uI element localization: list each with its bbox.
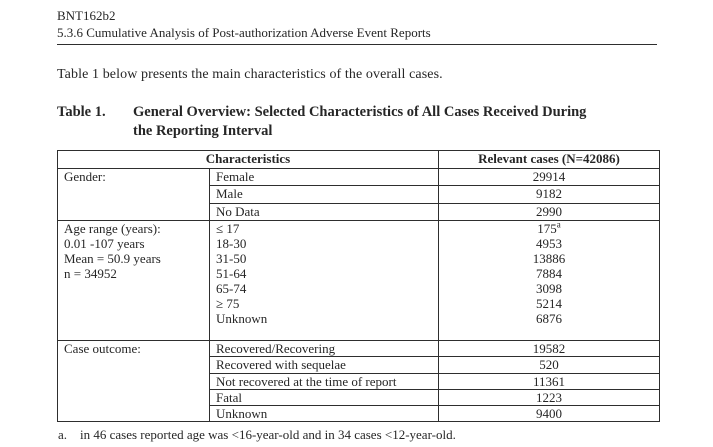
- age-category: Unknown: [216, 311, 268, 326]
- value-cell: 29914: [438, 167, 660, 186]
- intro-paragraph: Table 1 below presents the main characte…: [57, 67, 443, 82]
- doc-section-title: 5.3.6 Cumulative Analysis of Post-author…: [57, 24, 431, 40]
- category-cell: Female: [209, 167, 439, 186]
- age-categories-cell: ≤ 17 18-30 31-50 51-64 65-74 ≥ 75 Unknow…: [209, 220, 439, 341]
- table-header-row: Characteristics Relevant cases (N=42086): [57, 150, 660, 169]
- category-cell: Fatal: [209, 388, 439, 407]
- age-label-cell: Age range (years): 0.01 -107 years Mean …: [57, 220, 210, 341]
- age-label-line: 0.01 -107 years: [64, 236, 145, 251]
- age-label-line: n = 34952: [64, 266, 117, 281]
- category-cell: Recovered/Recovering: [209, 339, 439, 358]
- table-caption-text: General Overview: Selected Characteristi…: [133, 103, 586, 140]
- age-category: 65-74: [216, 281, 247, 296]
- footnote-marker: a.: [58, 427, 68, 443]
- value-cell: 11361: [438, 372, 660, 390]
- age-value: 175a: [537, 219, 561, 236]
- age-category: 51-64: [216, 266, 247, 281]
- value-cell: 2990: [438, 202, 660, 221]
- category-cell: Not recovered at the time of report: [209, 372, 439, 390]
- age-category: ≤ 17: [216, 221, 240, 236]
- table-footnote: a. in 46 cases reported age was <16-year…: [58, 427, 657, 443]
- table-caption: Table 1. General Overview: Selected Char…: [57, 103, 657, 140]
- age-value: 6876: [536, 311, 562, 326]
- table-row-age: Age range (years): 0.01 -107 years Mean …: [57, 219, 660, 341]
- age-value: 4953: [536, 236, 562, 251]
- col-header-relevant-cases: Relevant cases (N=42086): [438, 150, 660, 169]
- footnote-text: in 46 cases reported age was <16-year-ol…: [80, 427, 456, 443]
- table-caption-line1: General Overview: Selected Characteristi…: [133, 104, 587, 120]
- age-value: 3098: [536, 281, 562, 296]
- age-value: 7884: [536, 266, 562, 281]
- table-caption-label: Table 1.: [57, 104, 106, 120]
- category-cell: Recovered with sequelae: [209, 356, 439, 374]
- age-label-line: Mean = 50.9 years: [64, 251, 161, 266]
- table-row-gender-female: Gender: Female 29914: [57, 167, 660, 221]
- age-category: ≥ 75: [216, 296, 240, 311]
- table-row-outcome-notrecovered: Not recovered at the time of report 1136…: [58, 372, 660, 390]
- table-1: Characteristics Relevant cases (N=42086)…: [57, 150, 660, 423]
- case-outcome-label-cell: Case outcome:: [57, 339, 210, 423]
- age-label-line: Age range (years):: [64, 221, 161, 236]
- table-row-outcome-sequelae: Recovered with sequelae 520: [58, 356, 660, 374]
- category-cell: No Data: [209, 202, 439, 221]
- footnote-ref-a: a: [556, 219, 561, 230]
- age-category: 18-30: [216, 236, 247, 251]
- table-caption-line2: the Reporting Interval: [133, 122, 273, 139]
- category-cell: Unknown: [209, 405, 439, 423]
- document-header: BNT162b2 5.3.6 Cumulative Analysis of Po…: [57, 8, 657, 45]
- value-cell: 19582: [438, 339, 660, 358]
- value-cell: 520: [438, 356, 660, 374]
- doc-id: BNT162b2: [57, 8, 116, 23]
- value-cell: 9400: [438, 405, 660, 423]
- gender-label-cell: Gender:: [57, 167, 210, 221]
- category-cell: Male: [209, 185, 439, 204]
- col-header-characteristics: Characteristics: [57, 150, 439, 169]
- table-row-outcome-fatal: Fatal 1223: [58, 388, 660, 407]
- value-cell: 9182: [438, 185, 660, 204]
- table-row-outcome-unknown: Unknown 9400: [58, 405, 660, 423]
- age-values-cell: 175a 4953 13886 7884 3098 5214 6876: [438, 219, 660, 341]
- age-value: 5214: [536, 296, 562, 311]
- age-category: 31-50: [216, 251, 247, 266]
- value-cell: 1223: [438, 388, 660, 407]
- age-value: 13886: [532, 251, 566, 266]
- table-row-outcome-recovered: Case outcome: Recovered/Recovering 19582: [57, 339, 660, 423]
